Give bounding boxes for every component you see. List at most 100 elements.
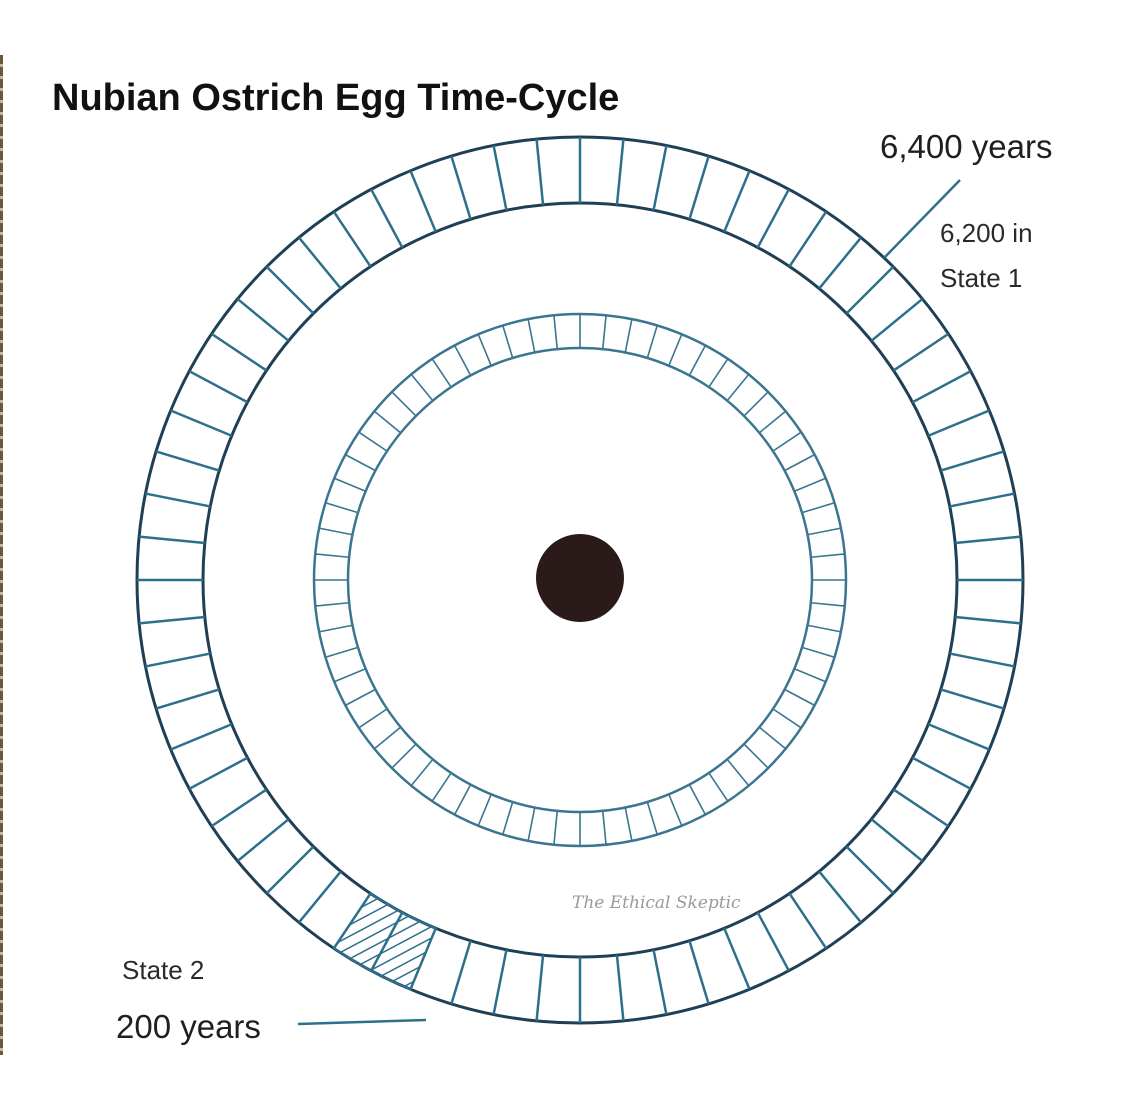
outer-ring-segment-divider — [758, 912, 789, 970]
inner-ring-segment-divider — [315, 603, 349, 606]
inner-ring-segment-divider — [411, 374, 433, 400]
outer-ring-segment-divider — [893, 334, 948, 371]
leader-line-state2 — [298, 1020, 426, 1024]
inner-ring-segment-divider — [359, 432, 387, 451]
outer-ring-segment-divider — [212, 334, 267, 371]
outer-ring-segment-divider — [654, 146, 667, 211]
inner-ring-segment-divider — [625, 808, 632, 841]
inner-ring-segment-divider — [319, 625, 352, 632]
outer-ring-segment-divider — [819, 238, 861, 289]
inner-ring-segment-divider — [709, 773, 728, 801]
outer-ring-segment-divider — [950, 654, 1015, 667]
inner-ring-segment-divider — [811, 603, 845, 606]
outer-ring-segment-divider — [928, 410, 989, 435]
inner-ring-segment-divider — [727, 759, 749, 785]
inner-ring-segment-divider — [455, 345, 471, 375]
outer-ring-segment-divider — [238, 819, 289, 861]
label-state1-line2: State 1 — [940, 263, 1022, 293]
center-dot — [536, 534, 624, 622]
inner-ring-segment-divider — [325, 503, 358, 513]
outer-ring-segment-divider — [299, 238, 341, 289]
inner-ring-segment-divider — [689, 345, 705, 375]
inner-ring-segment-divider — [554, 811, 557, 845]
inner-ring-segment-divider — [773, 432, 801, 451]
outer-ring-segment-divider — [494, 146, 507, 211]
inner-ring-segment-divider — [374, 727, 400, 749]
outer-ring-segment-divider — [724, 171, 749, 232]
outer-ring-segment-divider — [156, 451, 219, 470]
outer-ring-segment-divider — [212, 789, 267, 826]
inner-ring-segment-divider — [374, 411, 400, 433]
inner-ring-segment-divider — [689, 785, 705, 815]
inner-ring-segment-divider — [669, 794, 682, 825]
outer-ring-segment-divider — [871, 299, 922, 341]
outer-ring-segment-divider — [617, 955, 623, 1021]
outer-ring-segment-divider — [267, 847, 314, 894]
inner-ring-segment-divider — [528, 808, 535, 841]
inner-ring-segment-divider — [528, 319, 535, 352]
inner-ring-segment-divider — [794, 669, 825, 682]
outer-ring-segment-divider — [171, 410, 232, 435]
inner-ring-segment-divider — [478, 794, 491, 825]
watermark: The Ethical Skeptic — [572, 893, 741, 913]
inner-ring-segment-divider — [709, 359, 728, 387]
inner-ring-segment-divider — [411, 759, 433, 785]
inner-ring-segment-divider — [647, 325, 657, 358]
outer-ring-segment-divider — [847, 847, 894, 894]
outer-ring-segment-divider — [871, 819, 922, 861]
inner-ring-segment-divider — [392, 744, 416, 768]
outer-ring-segment-divider — [451, 156, 470, 219]
inner-ring-segment-divider — [808, 528, 841, 535]
outer-ring-segment-divider — [789, 893, 826, 948]
inner-ring-segment-divider — [603, 811, 606, 845]
outer-ring-segment-divider — [847, 267, 894, 314]
inner-ring-segment-divider — [647, 802, 657, 835]
outer-ring-segment-divider — [654, 950, 667, 1015]
inner-ring-segment-divider — [345, 455, 375, 471]
outer-ring-segment-divider — [912, 371, 970, 402]
inner-ring-segment-divider — [727, 374, 749, 400]
inner-ring-segment-divider — [432, 773, 451, 801]
outer-ring-segment-divider — [912, 758, 970, 789]
inner-ring-segment-divider — [432, 359, 451, 387]
outer-ring-segment-divider — [139, 537, 205, 543]
label-state2-years: 200 years — [116, 1008, 261, 1045]
outer-ring-segment-divider — [494, 950, 507, 1015]
outer-ring-segment-divider — [189, 758, 247, 789]
outer-ring-segment-divider — [451, 941, 470, 1004]
outer-ring-segment-divider — [950, 494, 1015, 507]
outer-ring-segment-divider — [955, 537, 1021, 543]
outer-ring-segment-divider — [893, 789, 948, 826]
inner-ring-segment-divider — [785, 689, 815, 705]
outer-ring-segment-divider — [928, 724, 989, 749]
outer-ring-segment-divider — [941, 451, 1004, 470]
outer-ring-segment-divider — [171, 724, 232, 749]
label-state2: State 2 — [122, 955, 204, 985]
inner-ring-segment-divider — [455, 785, 471, 815]
outer-ring-segment-divider — [146, 494, 211, 507]
outer-ring-segment-divider — [955, 617, 1021, 623]
inner-ring-segment-divider — [334, 669, 365, 682]
inner-ring-segment-divider — [802, 647, 835, 657]
outer-ring-segment-divider — [789, 212, 826, 267]
outer-ring-segment-divider — [334, 212, 371, 267]
inner-ring-segment-divider — [554, 315, 557, 349]
inner-ring-segment-divider — [325, 647, 358, 657]
outer-ring-segment-divider — [819, 871, 861, 922]
outer-ring-segment-divider — [941, 689, 1004, 708]
label-total-years: 6,400 years — [880, 128, 1052, 165]
inner-ring-segment-divider — [478, 334, 491, 365]
outer-ring-segment-divider — [139, 617, 205, 623]
inner-ring-segment-divider — [808, 625, 841, 632]
outer-ring-segment-divider — [371, 189, 402, 247]
inner-ring-segment-divider — [744, 392, 768, 416]
outer-ring-segment-divider — [689, 941, 708, 1004]
outer-ring-segment-divider — [238, 299, 289, 341]
inner-ring-segment-divider — [503, 325, 513, 358]
outer-ring-segment-divider — [724, 928, 749, 989]
outer-ring-segment-divider — [410, 171, 435, 232]
inner-ring-segment-divider — [334, 478, 365, 491]
inner-ring-segment-divider — [603, 315, 606, 349]
outer-ring-segment-divider — [189, 371, 247, 402]
